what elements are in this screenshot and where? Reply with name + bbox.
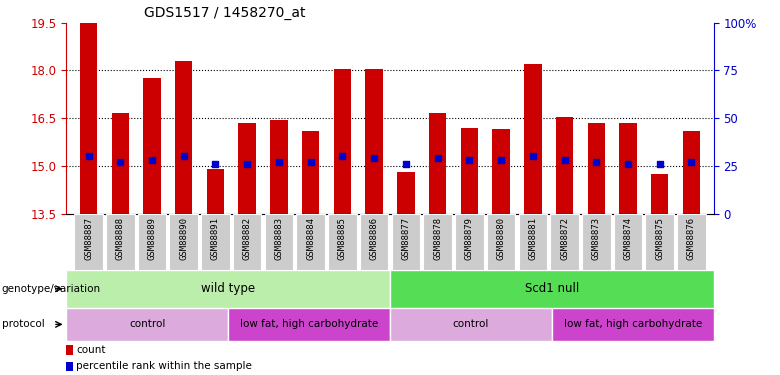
Point: [241, 161, 254, 167]
Point: [558, 157, 571, 163]
Text: GSM88881: GSM88881: [528, 216, 537, 260]
Text: GSM88879: GSM88879: [465, 216, 473, 260]
Bar: [296, 214, 325, 270]
Bar: [487, 214, 516, 270]
Bar: [66, 362, 73, 371]
Bar: [144, 78, 161, 214]
Text: Scd1 null: Scd1 null: [525, 282, 579, 295]
Bar: [651, 174, 668, 214]
Bar: [74, 214, 103, 270]
Text: control: control: [452, 320, 489, 329]
Bar: [233, 214, 261, 270]
Bar: [397, 172, 415, 214]
Bar: [455, 214, 484, 270]
Point: [82, 153, 94, 159]
Bar: [492, 129, 510, 214]
Text: GSM88889: GSM88889: [147, 216, 157, 260]
Text: protocol: protocol: [2, 320, 44, 329]
Bar: [106, 214, 134, 270]
Bar: [229, 308, 390, 341]
Point: [431, 155, 444, 161]
Bar: [270, 120, 288, 214]
Text: control: control: [129, 320, 165, 329]
Bar: [392, 214, 420, 270]
Text: GSM88887: GSM88887: [84, 216, 93, 260]
Point: [686, 159, 698, 165]
Text: count: count: [76, 345, 105, 355]
Point: [304, 159, 317, 165]
Bar: [390, 270, 714, 308]
Bar: [207, 169, 224, 214]
Text: GSM88883: GSM88883: [275, 216, 283, 260]
Bar: [112, 113, 129, 214]
Point: [463, 157, 476, 163]
Bar: [360, 214, 388, 270]
Point: [654, 161, 666, 167]
Point: [114, 159, 126, 165]
Text: GSM88874: GSM88874: [623, 216, 633, 260]
Bar: [175, 61, 193, 214]
Bar: [461, 128, 478, 214]
Point: [399, 161, 412, 167]
Point: [273, 159, 285, 165]
Bar: [80, 22, 98, 214]
Bar: [334, 69, 351, 214]
Bar: [682, 131, 700, 214]
Bar: [519, 214, 547, 270]
Text: percentile rank within the sample: percentile rank within the sample: [76, 361, 252, 371]
Text: GSM88885: GSM88885: [338, 216, 347, 260]
Bar: [424, 214, 452, 270]
Bar: [677, 214, 706, 270]
Text: wild type: wild type: [201, 282, 255, 295]
Text: GSM88880: GSM88880: [497, 216, 505, 260]
Text: GSM88884: GSM88884: [307, 216, 315, 260]
Point: [336, 153, 349, 159]
Text: GDS1517 / 1458270_at: GDS1517 / 1458270_at: [144, 6, 306, 20]
Text: GSM88878: GSM88878: [433, 216, 442, 260]
Text: GSM88882: GSM88882: [243, 216, 252, 260]
Bar: [587, 123, 605, 214]
Bar: [328, 214, 356, 270]
Bar: [619, 123, 636, 214]
Bar: [365, 69, 383, 214]
Text: GSM88888: GSM88888: [115, 216, 125, 260]
Bar: [66, 308, 229, 341]
Point: [495, 157, 507, 163]
Point: [368, 155, 381, 161]
Text: genotype/variation: genotype/variation: [2, 284, 101, 294]
Bar: [169, 214, 198, 270]
Text: low fat, high carbohydrate: low fat, high carbohydrate: [564, 320, 702, 329]
Bar: [390, 308, 552, 341]
Bar: [552, 308, 714, 341]
Bar: [66, 270, 390, 308]
Text: GSM88875: GSM88875: [655, 216, 665, 260]
Bar: [264, 214, 293, 270]
Text: GSM88891: GSM88891: [211, 216, 220, 260]
Bar: [429, 113, 446, 214]
Bar: [556, 117, 573, 214]
Point: [526, 153, 539, 159]
Point: [146, 157, 158, 163]
Text: GSM88890: GSM88890: [179, 216, 188, 260]
Point: [178, 153, 190, 159]
Point: [209, 161, 222, 167]
Bar: [550, 214, 579, 270]
Bar: [201, 214, 230, 270]
Bar: [66, 345, 73, 355]
Bar: [524, 64, 541, 214]
Bar: [138, 214, 166, 270]
Bar: [614, 214, 642, 270]
Text: GSM88876: GSM88876: [687, 216, 696, 260]
Point: [622, 161, 634, 167]
Bar: [239, 123, 256, 214]
Text: GSM88872: GSM88872: [560, 216, 569, 260]
Text: GSM88886: GSM88886: [370, 216, 378, 260]
Text: low fat, high carbohydrate: low fat, high carbohydrate: [240, 320, 378, 329]
Text: GSM88873: GSM88873: [592, 216, 601, 260]
Bar: [646, 214, 674, 270]
Text: GSM88877: GSM88877: [402, 216, 410, 260]
Bar: [302, 131, 319, 214]
Point: [590, 159, 602, 165]
Bar: [582, 214, 611, 270]
